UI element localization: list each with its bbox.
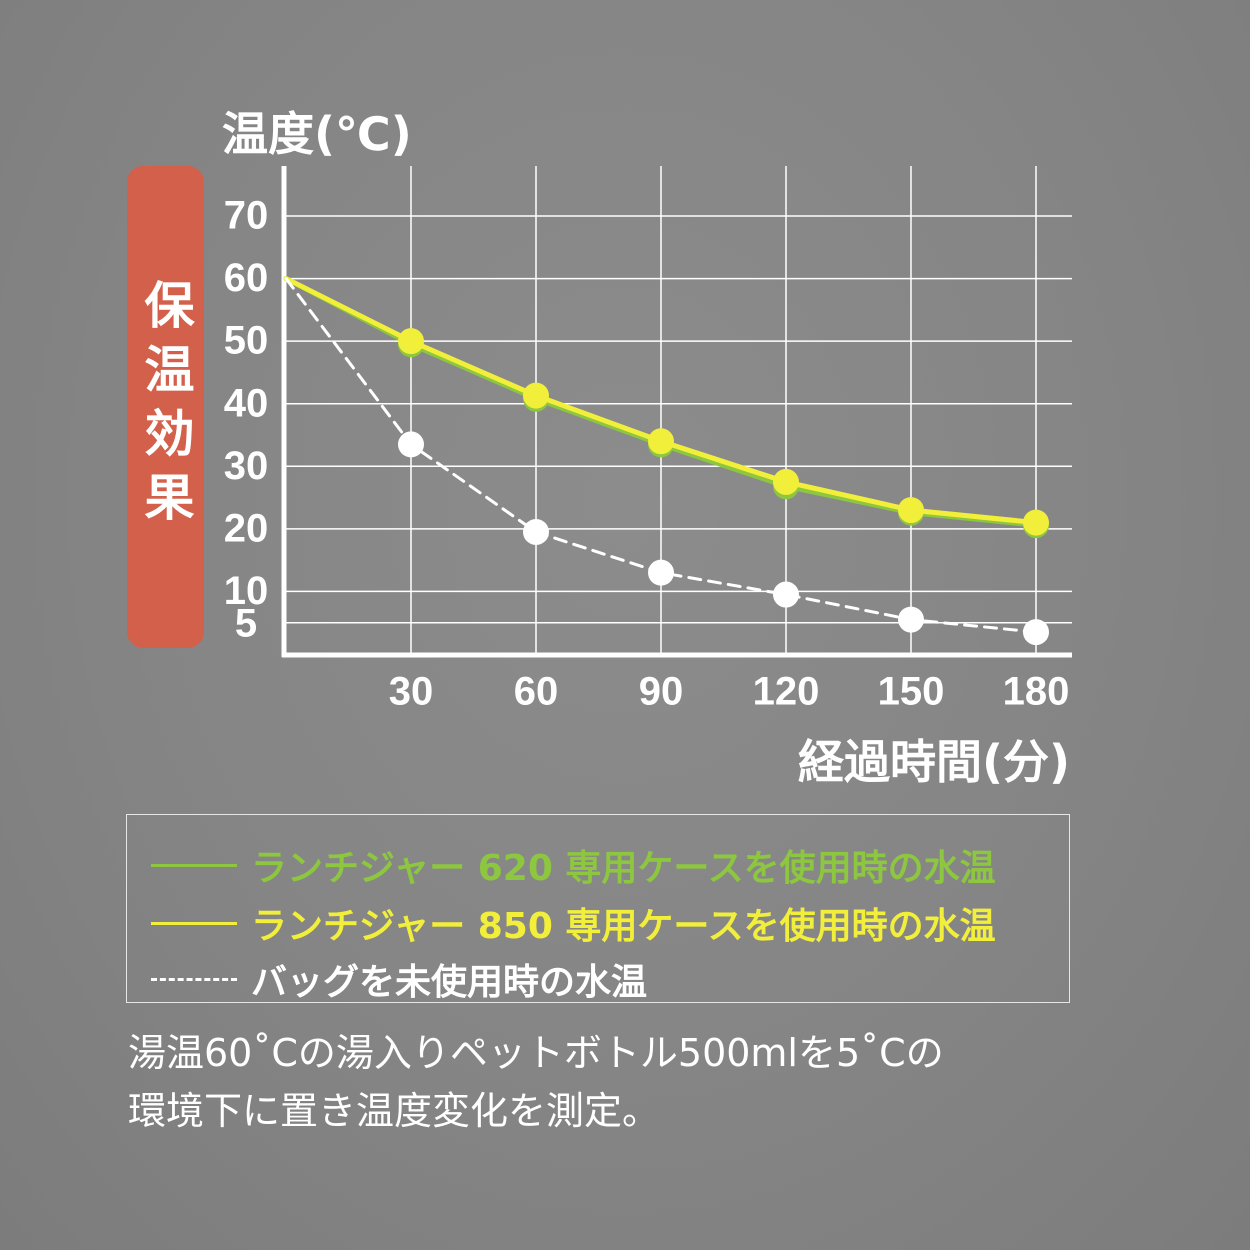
y-tick-label-60: 60 [224,256,269,300]
y-tick-label-50: 50 [224,319,269,363]
series-no-bag-point-60 [523,518,549,545]
series-850-point-120 [773,468,799,495]
series-850-point-90 [648,428,674,455]
y-tick-label-40: 40 [224,381,269,425]
x-tick-label-120: 120 [753,670,820,714]
caption: 湯温60˚Cの湯入りペットボトル500mlを5˚Cの 環境下に置き温度変化を測定… [128,1024,944,1140]
legend-item-620: ランチジャー 620 専用ケースを使用時の水温 [151,839,996,891]
x-tick-label-90: 90 [639,670,684,714]
x-tick-label-30: 30 [389,670,434,714]
y-tick-label-70: 70 [224,194,269,238]
series-no-bag-point-120 [773,581,799,608]
series-850-point-150 [898,497,924,524]
legend-label-no-bag: バッグを未使用時の水温 [251,962,648,1003]
y-tick-label-20: 20 [224,506,269,550]
y-tick-label-5: 5 [235,602,257,646]
series-850-point-30 [398,328,424,355]
series-no-bag-point-150 [898,606,924,633]
x-axis-title: 経過時間(分) [797,735,1070,789]
y-tick-label-10: 10 [224,569,269,613]
series-no-bag-point-180 [1023,619,1049,646]
x-tick-label-60: 60 [514,670,559,714]
series-no-bag-point-90 [648,559,674,586]
y-tick-label-30: 30 [224,444,269,488]
legend-swatch-no-bag [151,977,237,981]
caption-line-2: 環境下に置き温度変化を測定。 [128,1089,661,1133]
legend-item-no-bag: バッグを未使用時の水温 [151,953,647,1005]
y-axis-title: 温度(℃) [222,107,412,161]
legend: ランチジャー 620 専用ケースを使用時の水温 ランチジャー 850 専用ケース… [126,814,1070,1003]
badge-text: 保温効果 [136,279,195,535]
caption-line-1: 湯温60˚Cの湯入りペットボトル500mlを5˚Cの [128,1031,944,1075]
x-tick-label-180: 180 [1003,670,1070,714]
series-no-bag-point-30 [398,431,424,458]
legend-item-850: ランチジャー 850 専用ケースを使用時の水温 [151,897,996,949]
series-850-point-180 [1023,509,1049,536]
series-850-point-60 [523,382,549,409]
legend-swatch-850 [151,921,237,925]
legend-swatch-620 [151,863,237,867]
legend-label-850: ランチジャー 850 専用ケースを使用時の水温 [251,906,996,947]
x-tick-label-150: 150 [878,670,945,714]
insulation-effect-badge: 保温効果 [127,166,204,648]
legend-label-620: ランチジャー 620 専用ケースを使用時の水温 [251,848,996,889]
